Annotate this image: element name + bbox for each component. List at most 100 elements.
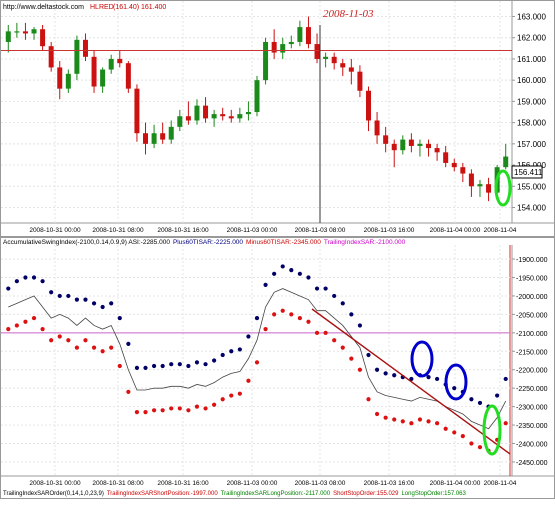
top-xtick-label: 2008-11-03 08:00 (295, 227, 346, 234)
minus60-dot (417, 417, 423, 422)
plus60-dot (237, 347, 242, 352)
top-xtick-label: 2008-10-31 00:00 (29, 227, 81, 234)
minus60-dot (263, 327, 268, 332)
top-xtick-label: 2008-11-04 (484, 227, 517, 234)
candle (348, 58, 354, 85)
plus60-dot (435, 376, 440, 382)
top-ytick-label: 162.000 (517, 34, 546, 43)
plus60-dots (6, 264, 508, 409)
plus60-dot (6, 286, 11, 291)
minus60-dot (40, 327, 45, 332)
candle (65, 69, 71, 93)
minus60-dot (503, 421, 508, 426)
candle-body (108, 58, 114, 70)
candle-body (74, 39, 80, 74)
candle-body (331, 56, 337, 64)
minus60-dot (66, 338, 71, 343)
plus60-dot (340, 301, 345, 306)
candle (22, 22, 28, 40)
candle (134, 84, 140, 142)
candle (297, 20, 303, 47)
bottom-ytick-label: -2000.000 (516, 294, 548, 301)
candle (365, 86, 371, 132)
plus60-dot (169, 362, 174, 367)
minus60-dot (74, 345, 79, 350)
top-ytick-label: 154.000 (517, 204, 546, 213)
price-label: HLRED (90, 4, 114, 11)
minus60-dot (323, 330, 328, 335)
candle (5, 24, 11, 53)
candle-body (400, 139, 406, 151)
candle-body (280, 44, 286, 53)
plus60-dot (40, 279, 45, 284)
plus60-dot (477, 400, 483, 406)
candle (245, 101, 251, 121)
minus60-dot (109, 345, 114, 350)
minus60-dot (126, 389, 131, 394)
svg-text:TrailingIndexSAROrder(0,14,1,0: TrailingIndexSAROrder(0,14,1,0,23,9) Trai… (3, 491, 467, 497)
candle-body (271, 41, 277, 53)
plus60-dot (366, 352, 371, 358)
plus60-dot (117, 315, 122, 321)
minus60-dot (6, 327, 11, 332)
trendline (311, 308, 511, 455)
candle (374, 112, 380, 144)
minus60-dot (91, 345, 97, 350)
minus60-dot (134, 410, 140, 415)
bottom-xtick-label: 2008-10-31 08:00 (92, 480, 144, 487)
minus60-dot (23, 319, 28, 324)
top-ytick-label: 159.000 (517, 97, 546, 106)
bottom-ytick-label: -2400.000 (516, 441, 548, 448)
candle (211, 109, 217, 127)
candle-body (100, 69, 106, 87)
candle-body (323, 56, 329, 59)
candle (14, 22, 20, 38)
legend-trailing: TrailingIndexSAR:-2100.000 (324, 239, 406, 246)
plus60-dot (109, 301, 114, 306)
candle (143, 122, 149, 155)
candle-body (91, 56, 97, 87)
top-ytick-label: 163.000 (517, 12, 546, 21)
date-annotation: 2008-11-03 (323, 8, 374, 20)
candle-body (340, 63, 346, 68)
candle-body (451, 162, 457, 168)
candle (408, 133, 414, 153)
minus60-dot (452, 430, 457, 435)
svg-text:AccumulativeSwingIndex(-2100,0: AccumulativeSwingIndex(-2100,0.14,0.9,9)… (3, 239, 406, 246)
candle (74, 35, 80, 81)
candle-body (82, 39, 88, 57)
top-green-ellipse (494, 169, 512, 207)
minus60-dot (443, 426, 448, 431)
bottom-ytick-label: -2450.000 (516, 460, 548, 467)
minus60-dot (297, 315, 302, 321)
top-ytick-label: 160.000 (517, 76, 546, 85)
candle-body (125, 63, 131, 89)
candle (460, 162, 466, 183)
minus60-dot (366, 397, 371, 402)
candle (271, 29, 277, 59)
minus60-dot (194, 404, 200, 409)
plus60-dot (280, 264, 285, 269)
plus60-dot (91, 301, 97, 306)
minus60-dot (186, 408, 191, 413)
minus60-dot (220, 397, 225, 402)
minus60-dot (314, 330, 320, 335)
candle (57, 61, 63, 100)
candle (237, 107, 243, 123)
candle (443, 145, 449, 168)
candle-body (228, 116, 234, 119)
plus60-dot (349, 312, 354, 317)
candle-body (374, 120, 380, 136)
plus60-dot (220, 352, 225, 358)
plus60-dot (495, 393, 500, 398)
minus60-dot (160, 408, 165, 413)
plus60-dot (272, 271, 277, 276)
candle-body (314, 44, 320, 59)
plus60-dot (383, 371, 388, 376)
bottom-footer: TrailingIndexSAROrder(0,14,1,0,23,9) Trai… (3, 491, 467, 497)
bottom-legend: AccumulativeSwingIndex(-2100,0.14,0.9,9)… (3, 239, 406, 246)
price-values: (161.40) 161.400 (113, 4, 166, 11)
candle (31, 27, 37, 40)
candle (400, 135, 406, 155)
